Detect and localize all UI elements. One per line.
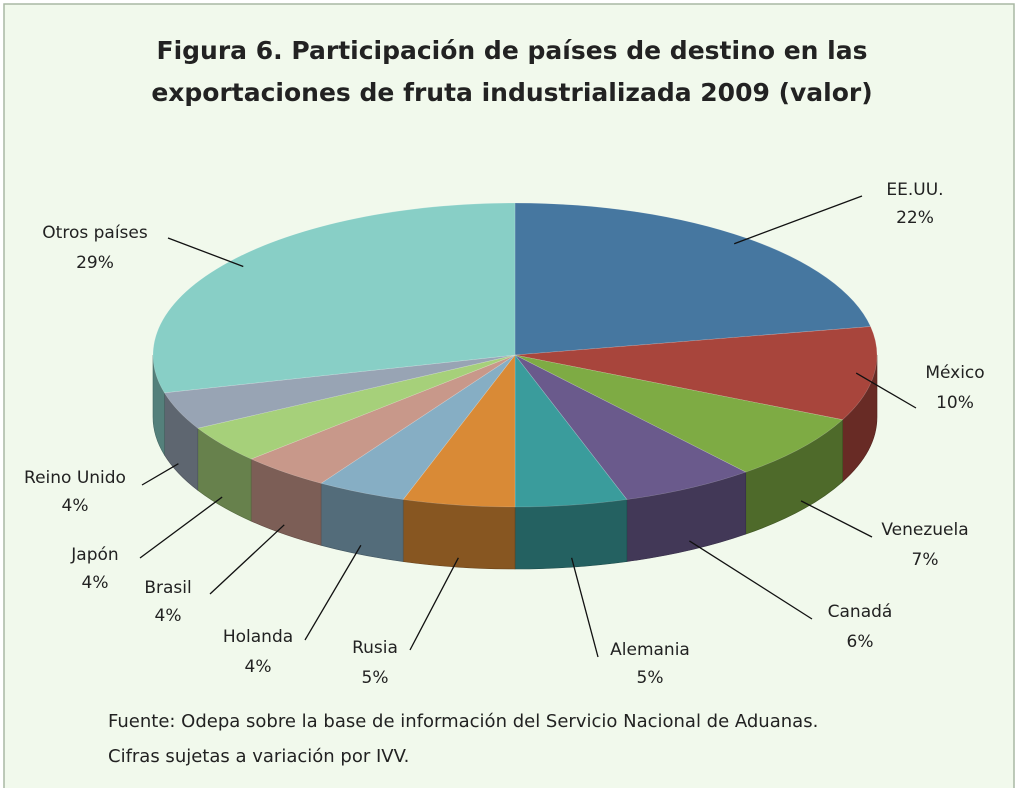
value-label: 5% bbox=[362, 668, 389, 688]
slice-side bbox=[402, 499, 516, 570]
slice bbox=[197, 354, 516, 460]
category-label: Canadá bbox=[828, 602, 893, 622]
category-label: Reino Unido bbox=[24, 468, 126, 488]
category-label: Holanda bbox=[223, 627, 293, 647]
category-label: Alemania bbox=[610, 640, 690, 660]
source-note: Fuente: Odepa sobre la base de informaci… bbox=[108, 711, 818, 732]
category-label: Otros países bbox=[42, 223, 148, 243]
value-label: 4% bbox=[62, 496, 89, 516]
leader-line bbox=[733, 195, 863, 245]
slice bbox=[250, 354, 516, 484]
slice bbox=[514, 354, 844, 473]
source-note: Cifras sujetas a variación por IVV. bbox=[108, 746, 409, 767]
category-label: EE.UU. bbox=[886, 180, 943, 200]
leader-line bbox=[167, 237, 244, 268]
category-label: Brasil bbox=[144, 578, 191, 598]
pie-tops bbox=[152, 202, 878, 508]
leader-line bbox=[141, 463, 179, 486]
value-label: 5% bbox=[637, 668, 664, 688]
slice bbox=[514, 354, 747, 500]
slice bbox=[320, 354, 516, 500]
value-label: 29% bbox=[76, 253, 114, 273]
value-label: 4% bbox=[245, 657, 272, 677]
slice bbox=[163, 354, 516, 429]
leader-line bbox=[689, 540, 813, 620]
slice bbox=[402, 354, 516, 508]
leader-line bbox=[571, 557, 599, 658]
category-label: Japón bbox=[70, 545, 118, 565]
chart-title: Figura 6. Participación de países de des… bbox=[157, 36, 868, 65]
leader-line bbox=[139, 496, 223, 559]
slice bbox=[514, 354, 628, 508]
slice bbox=[514, 202, 872, 356]
value-label: 4% bbox=[155, 606, 182, 626]
leader-line bbox=[800, 500, 873, 538]
value-label: 4% bbox=[82, 573, 109, 593]
category-label: Venezuela bbox=[881, 520, 968, 540]
leader-line bbox=[409, 557, 459, 651]
value-label: 7% bbox=[912, 550, 939, 570]
value-label: 10% bbox=[936, 393, 974, 413]
category-label: Rusia bbox=[352, 638, 398, 658]
value-label: 22% bbox=[896, 208, 934, 228]
slice bbox=[152, 202, 516, 394]
pie-sides bbox=[152, 354, 878, 570]
category-label: México bbox=[925, 363, 984, 383]
leader-line bbox=[855, 372, 917, 409]
slice-side bbox=[514, 499, 628, 570]
leader-line bbox=[304, 544, 362, 641]
value-label: 6% bbox=[847, 632, 874, 652]
slice bbox=[514, 326, 878, 421]
leader-line bbox=[209, 524, 285, 595]
chart-title: exportaciones de fruta industrializada 2… bbox=[151, 78, 872, 107]
